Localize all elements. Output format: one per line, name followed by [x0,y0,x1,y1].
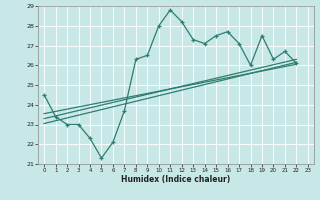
X-axis label: Humidex (Indice chaleur): Humidex (Indice chaleur) [121,175,231,184]
